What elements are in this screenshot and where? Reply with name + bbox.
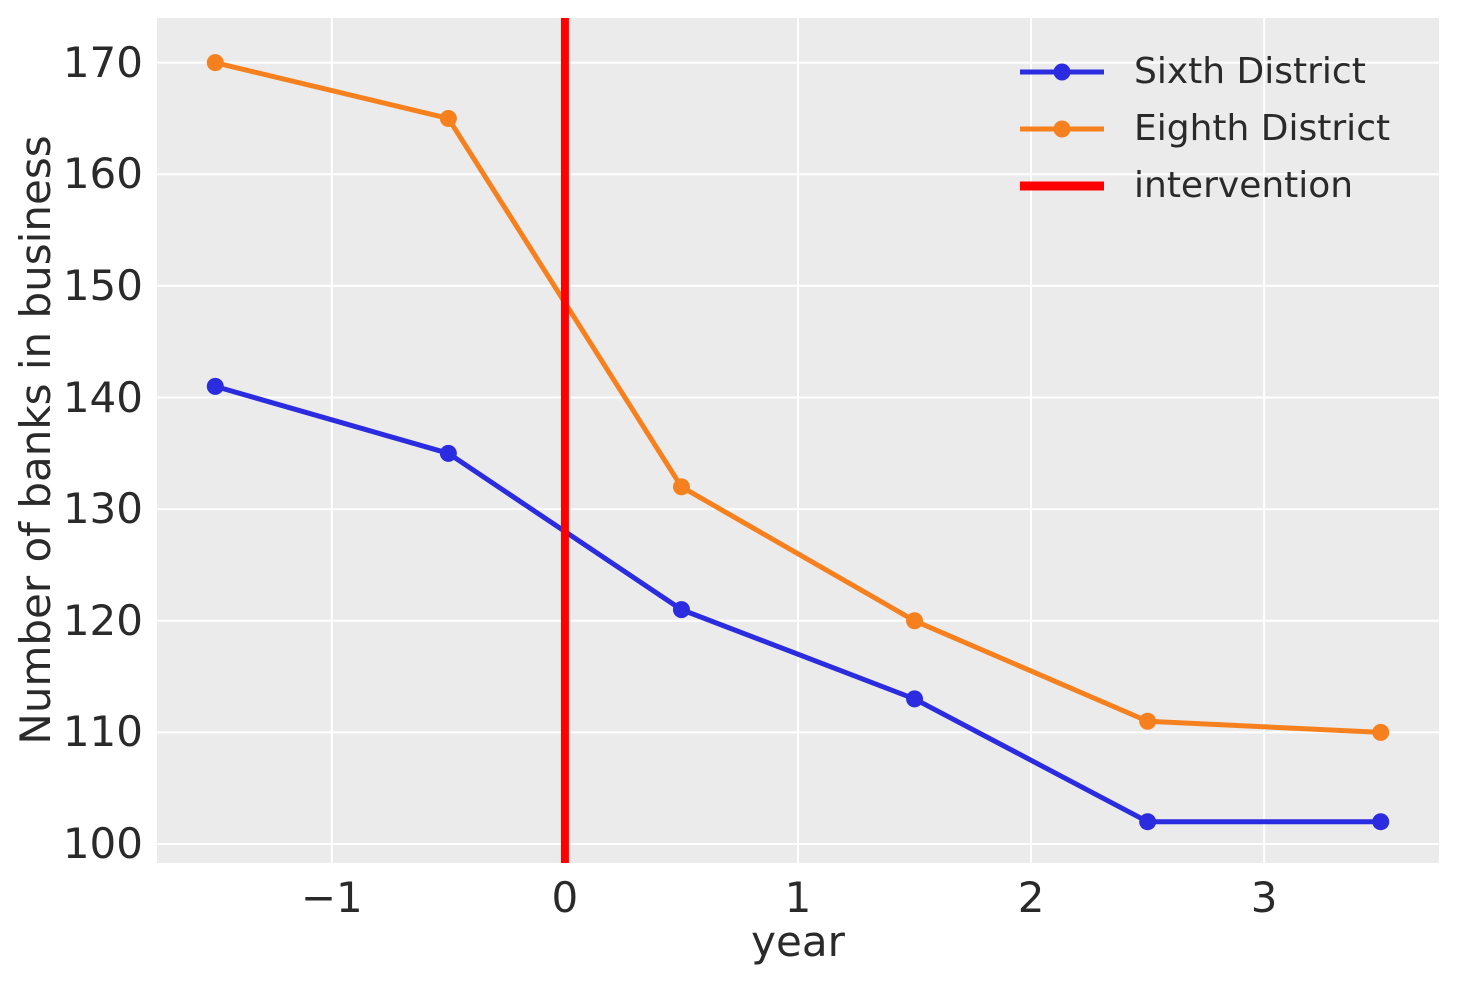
y-tick-label: 120 xyxy=(62,595,143,645)
y-tick-label: 170 xyxy=(62,37,143,87)
legend-item-intervention: intervention xyxy=(1018,157,1390,214)
legend-label-intervention: intervention xyxy=(1134,164,1354,206)
y-tick-label: 130 xyxy=(62,484,143,534)
legend-item-sixth-district: Sixth District xyxy=(1018,43,1390,100)
plot-area: Sixth District Eighth District intervent… xyxy=(157,18,1439,863)
legend-label-sixth-district: Sixth District xyxy=(1134,50,1366,92)
y-axis-label: Number of banks in business xyxy=(11,135,60,745)
x-tick-label: 3 xyxy=(1250,873,1278,922)
x-tick-label: 0 xyxy=(551,873,579,922)
legend-label-eighth-district: Eighth District xyxy=(1134,107,1391,149)
x-tick-label: 2 xyxy=(1017,873,1045,922)
eighth-district-line-marker-icon xyxy=(1020,120,1104,137)
y-tick-label: 100 xyxy=(62,819,143,869)
intervention-line-icon xyxy=(1020,181,1104,190)
legend: Sixth District Eighth District intervent… xyxy=(1018,43,1390,214)
y-tick-label: 140 xyxy=(62,372,143,422)
x-tick-label: −1 xyxy=(300,873,363,922)
legend-item-eighth-district: Eighth District xyxy=(1018,100,1390,157)
y-tick-label: 160 xyxy=(62,149,143,199)
line-chart xyxy=(157,18,1439,863)
y-tick-label: 150 xyxy=(62,260,143,310)
x-tick-label: 1 xyxy=(784,873,812,922)
x-axis-label: year xyxy=(751,917,845,966)
sixth-district-line-marker-icon xyxy=(1020,63,1104,80)
y-tick-label: 110 xyxy=(62,707,143,757)
